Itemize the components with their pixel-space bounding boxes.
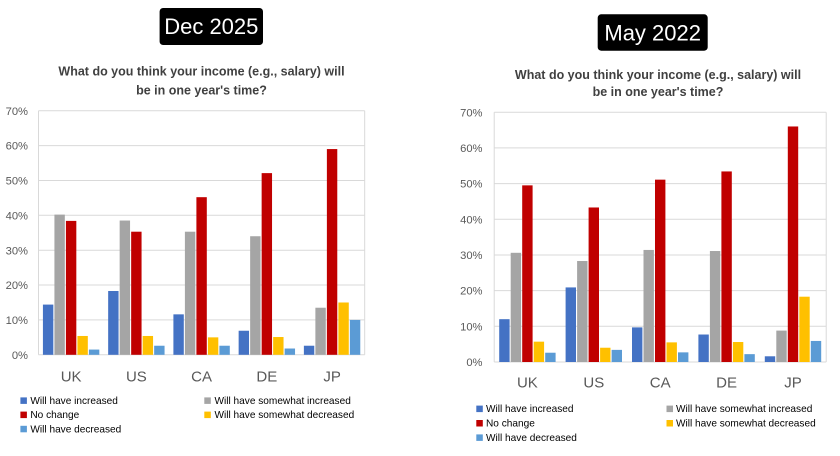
svg-text:be in one year's time?: be in one year's time? <box>593 85 724 99</box>
svg-text:Will have somewhat decreased: Will have somewhat decreased <box>215 410 355 421</box>
svg-text:JP: JP <box>323 368 341 385</box>
svg-text:Will have increased: Will have increased <box>30 396 118 407</box>
svg-text:What do you think your income: What do you think your income (e.g., sal… <box>515 68 801 82</box>
svg-text:be in one year's time?: be in one year's time? <box>136 83 267 97</box>
svg-text:40%: 40% <box>460 214 482 226</box>
svg-text:No change: No change <box>30 410 79 421</box>
svg-text:UK: UK <box>517 374 538 391</box>
svg-text:0%: 0% <box>466 357 482 369</box>
svg-text:60%: 60% <box>460 143 482 155</box>
svg-text:DE: DE <box>716 374 737 391</box>
svg-text:20%: 20% <box>460 286 482 298</box>
svg-text:70%: 70% <box>460 107 482 119</box>
svg-text:No change: No change <box>486 419 535 430</box>
svg-text:70%: 70% <box>6 106 28 118</box>
svg-text:30%: 30% <box>6 245 28 257</box>
svg-text:Will have somewhat increased: Will have somewhat increased <box>215 396 351 407</box>
svg-text:50%: 50% <box>460 179 482 191</box>
svg-text:50%: 50% <box>6 176 28 188</box>
svg-text:US: US <box>126 368 147 385</box>
svg-text:CA: CA <box>191 368 212 385</box>
svg-text:10%: 10% <box>460 321 482 333</box>
svg-text:CA: CA <box>650 374 671 391</box>
svg-text:40%: 40% <box>6 210 28 222</box>
svg-text:10%: 10% <box>6 315 28 327</box>
svg-text:May 2022: May 2022 <box>604 21 701 46</box>
svg-text:60%: 60% <box>6 141 28 153</box>
svg-text:US: US <box>583 374 604 391</box>
svg-text:Will have increased: Will have increased <box>486 404 574 415</box>
svg-text:20%: 20% <box>6 280 28 292</box>
svg-text:30%: 30% <box>460 250 482 262</box>
svg-text:JP: JP <box>784 374 802 391</box>
svg-text:DE: DE <box>256 368 277 385</box>
svg-text:0%: 0% <box>12 350 28 362</box>
svg-text:Will have decreased: Will have decreased <box>30 424 121 435</box>
svg-text:Will have somewhat decreased: Will have somewhat decreased <box>676 419 816 430</box>
svg-text:Dec 2025: Dec 2025 <box>164 14 258 39</box>
svg-text:Will have somewhat increased: Will have somewhat increased <box>676 404 812 415</box>
svg-text:What do you think your income: What do you think your income (e.g., sal… <box>58 64 344 78</box>
svg-text:UK: UK <box>61 368 82 385</box>
svg-text:Will have decreased: Will have decreased <box>486 433 577 444</box>
